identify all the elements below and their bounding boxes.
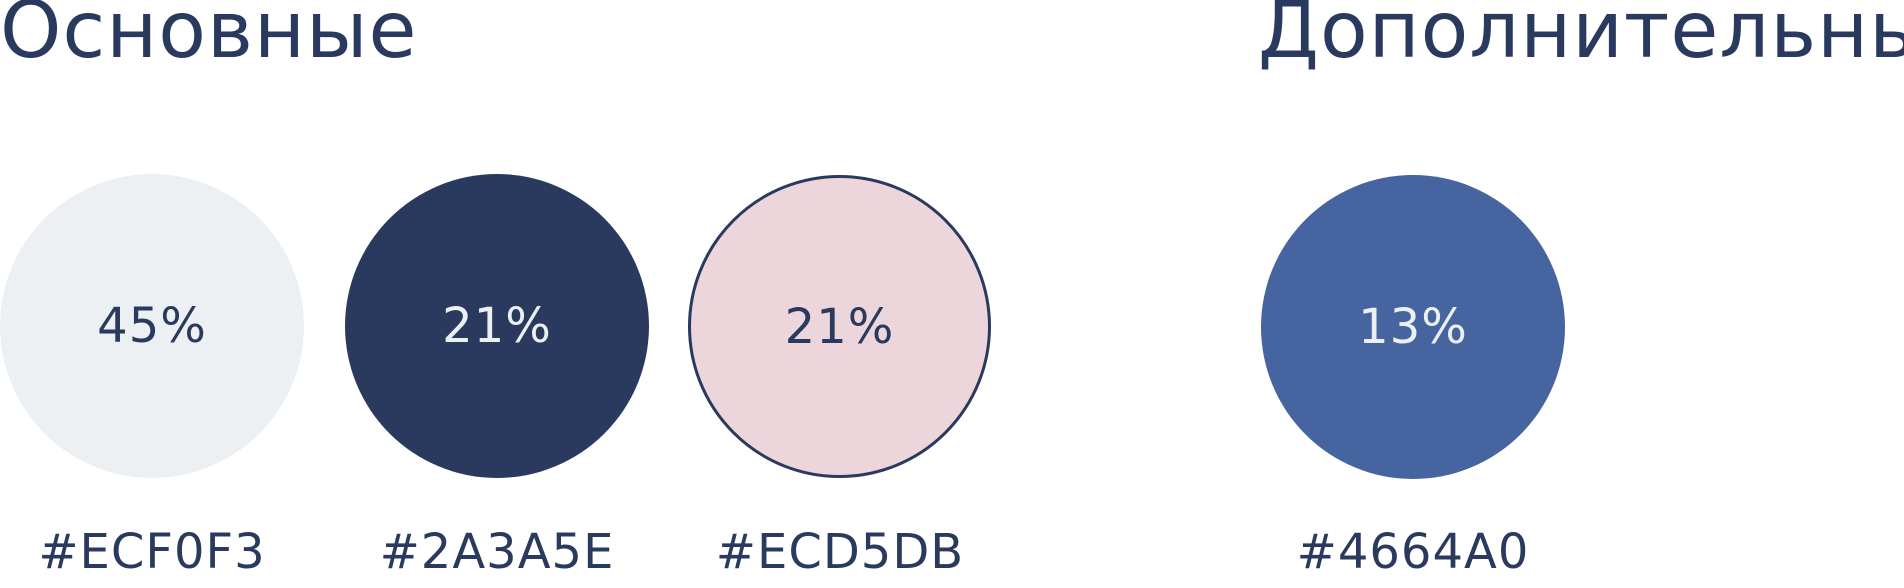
swatch-percent: 21% xyxy=(784,298,895,355)
swatch-hex-code: #4664A0 xyxy=(1296,524,1530,580)
swatch-hex-code: #ECD5DB xyxy=(715,524,965,580)
swatch-percent: 21% xyxy=(442,298,552,354)
color-swatch-ecf0f3: 45% xyxy=(0,174,304,478)
color-swatch-ecd5db: 21% xyxy=(688,175,991,478)
swatch-percent: 45% xyxy=(97,298,207,354)
swatch-hex-code: #ECF0F3 xyxy=(38,524,266,580)
color-swatch-4664a0: 13% xyxy=(1261,175,1565,479)
swatch-hex-code: #2A3A5E xyxy=(379,524,615,580)
swatch-percent: 13% xyxy=(1358,299,1468,355)
color-swatch-2a3a5e: 21% xyxy=(345,174,649,478)
additional-color-heading: Дополнительный xyxy=(1258,0,1904,76)
main-colors-heading: Основные xyxy=(0,0,418,76)
